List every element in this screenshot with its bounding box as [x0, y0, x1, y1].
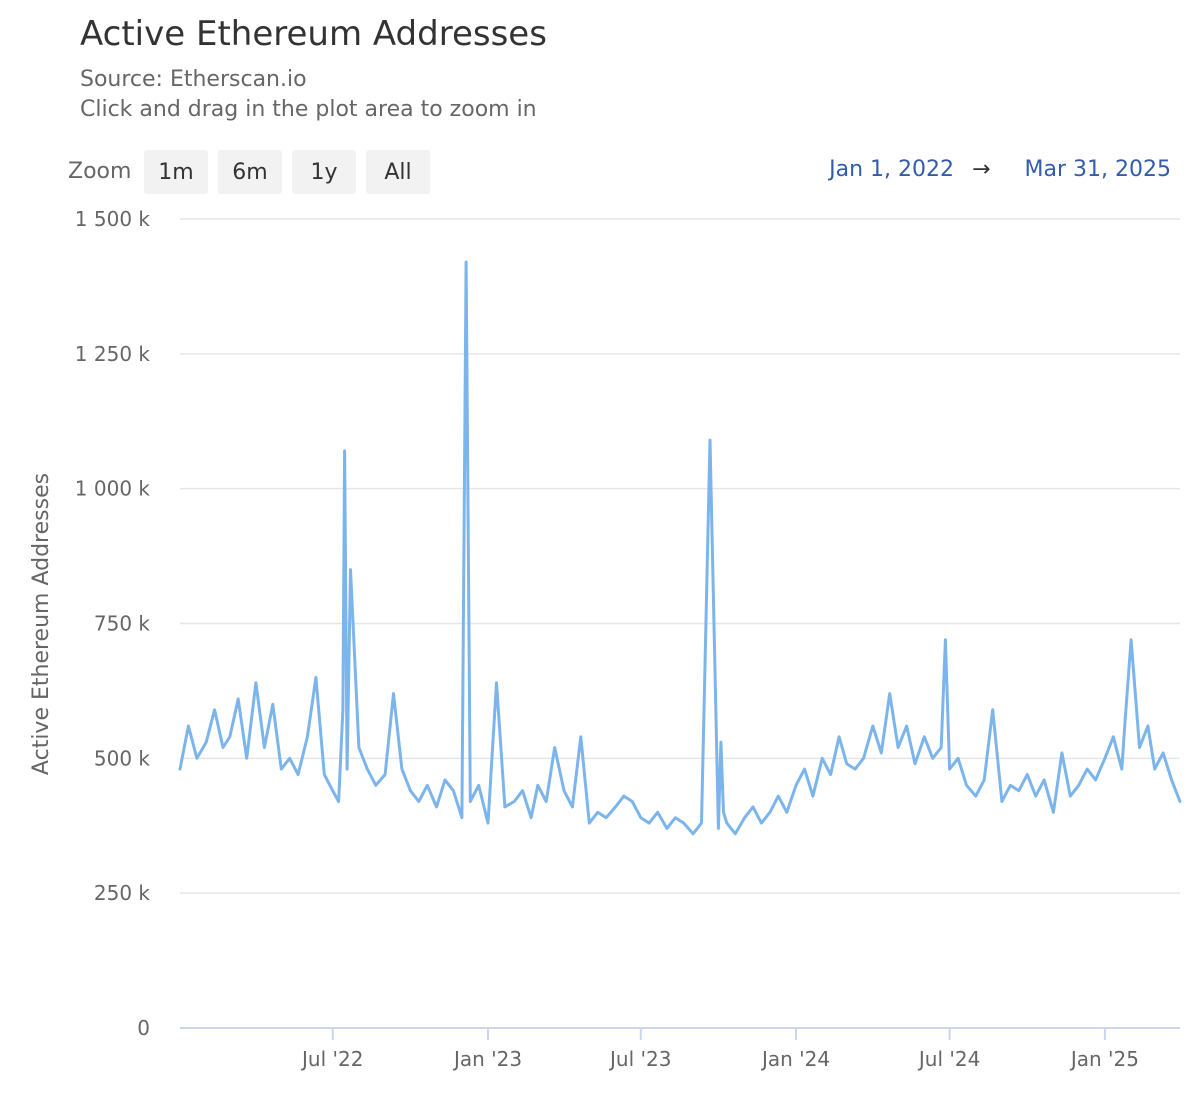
x-tick-label: Jul '22 [300, 1047, 363, 1071]
y-axis-title: Active Ethereum Addresses [29, 473, 54, 775]
chart-source: Source: Etherscan.io [80, 67, 307, 92]
x-tick-label: Jul '23 [608, 1047, 671, 1071]
chart-hint: Click and drag in the plot area to zoom … [80, 97, 537, 122]
zoom-1y-button[interactable]: 1y [292, 150, 356, 194]
gridlines [180, 218, 1180, 1029]
y-tick-label: 750 k [94, 612, 151, 636]
zoom-1m-button[interactable]: 1m [144, 150, 208, 194]
zoom-6m-button[interactable]: 6m [218, 150, 282, 194]
range-from-input[interactable]: Jan 1, 2022 [829, 157, 954, 182]
y-tick-label: 1 000 k [75, 477, 151, 501]
range-to-input[interactable]: Mar 31, 2025 [1024, 157, 1171, 182]
x-tick-label: Jan '25 [1069, 1047, 1139, 1071]
x-tick-label: Jul '24 [917, 1047, 980, 1071]
chart-title: Active Ethereum Addresses [80, 14, 547, 54]
x-tick-label: Jan '24 [760, 1047, 830, 1071]
x-axis-ticks: Jul '22 Jan '23 Jul '23 Jan '24 Jul '24 Jan '… [300, 1028, 1139, 1071]
y-tick-label: 1 250 k [75, 342, 151, 366]
series-line[interactable] [178, 260, 1182, 836]
range-arrow-icon: → [972, 157, 991, 182]
x-tick-label: Jan '23 [452, 1047, 522, 1071]
y-tick-label: 250 k [94, 881, 151, 905]
y-tick-label: 500 k [94, 746, 151, 770]
zoom-label: Zoom [68, 159, 132, 184]
y-tick-label: 0 [137, 1016, 150, 1040]
y-axis-ticks: 0 250 k 500 k 750 k 1 000 k 1 250 k 1 500 k [75, 207, 151, 1040]
zoom-all-button[interactable]: All [366, 150, 430, 194]
y-tick-label: 1 500 k [75, 207, 151, 231]
